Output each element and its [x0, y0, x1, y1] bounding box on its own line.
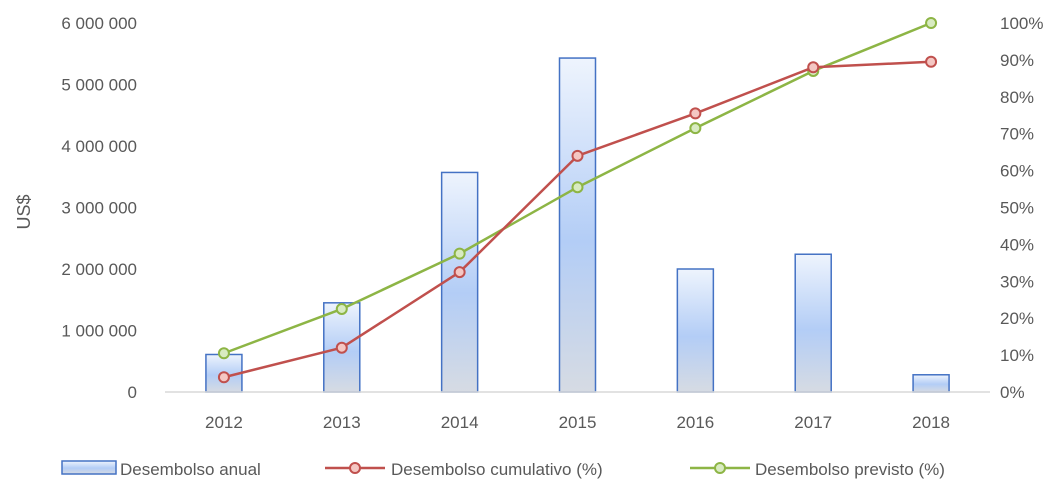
- series-point: [571, 149, 584, 162]
- bar: [558, 57, 597, 393]
- legend-label: Desembolso cumulativo (%): [391, 460, 603, 479]
- legend-label: Desembolso anual: [120, 460, 261, 479]
- series-point: [217, 347, 230, 360]
- x-tick-label: 2016: [676, 413, 714, 432]
- y2-tick-label: 60%: [1000, 162, 1034, 181]
- x-tick-label: 2012: [205, 413, 243, 432]
- y-tick-label: 2 000 000: [61, 260, 137, 279]
- y-tick-label: 0: [128, 383, 137, 402]
- series-point: [807, 61, 820, 74]
- x-tick-label: 2014: [441, 413, 479, 432]
- y2-tick-label: 10%: [1000, 346, 1034, 365]
- bar: [440, 171, 479, 393]
- y2-tick-label: 30%: [1000, 272, 1034, 291]
- bar: [676, 268, 715, 393]
- series-point: [689, 122, 702, 135]
- series-point: [925, 55, 938, 68]
- legend-bar-swatch: [61, 460, 117, 475]
- series-point: [453, 247, 466, 260]
- series-point: [689, 107, 702, 120]
- series-point: [453, 266, 466, 279]
- legend: Desembolso anual Desembolso cumulativo (%…: [61, 460, 945, 479]
- y2-tick-label: 70%: [1000, 125, 1034, 144]
- x-tick-label: 2018: [912, 413, 950, 432]
- y2-tick-label: 90%: [1000, 51, 1034, 70]
- x-tick-label: 2015: [559, 413, 597, 432]
- y-tick-label: 6 000 000: [61, 14, 137, 33]
- series-point: [217, 371, 230, 384]
- legend-marker: [349, 462, 361, 474]
- series-point: [571, 181, 584, 194]
- series-point: [335, 341, 348, 354]
- y2-tick-label: 20%: [1000, 309, 1034, 328]
- series-point: [925, 17, 938, 29]
- y-axis-label: US$: [14, 194, 34, 229]
- y2-tick-label: 0%: [1000, 383, 1025, 402]
- y-tick-label: 3 000 000: [61, 199, 137, 218]
- legend-marker: [714, 462, 726, 474]
- legend-label: Desembolso previsto (%): [755, 460, 945, 479]
- y2-tick-label: 40%: [1000, 235, 1034, 254]
- series-point: [335, 302, 348, 315]
- bar: [794, 253, 832, 393]
- plot-area: 0 1 000 000 2 000 000 3 000 000 4 000 000 5 0…: [61, 14, 1043, 432]
- x-tick-label: 2013: [323, 413, 361, 432]
- y-tick-label: 4 000 000: [61, 137, 137, 156]
- y2-tick-label: 50%: [1000, 199, 1034, 218]
- y-tick-label: 5 000 000: [61, 76, 137, 95]
- y2-tick-label: 80%: [1000, 88, 1034, 107]
- bar: [912, 374, 950, 393]
- x-tick-label: 2017: [794, 413, 832, 432]
- y2-tick-label: 100%: [1000, 14, 1043, 33]
- y-tick-label: 1 000 000: [61, 322, 137, 341]
